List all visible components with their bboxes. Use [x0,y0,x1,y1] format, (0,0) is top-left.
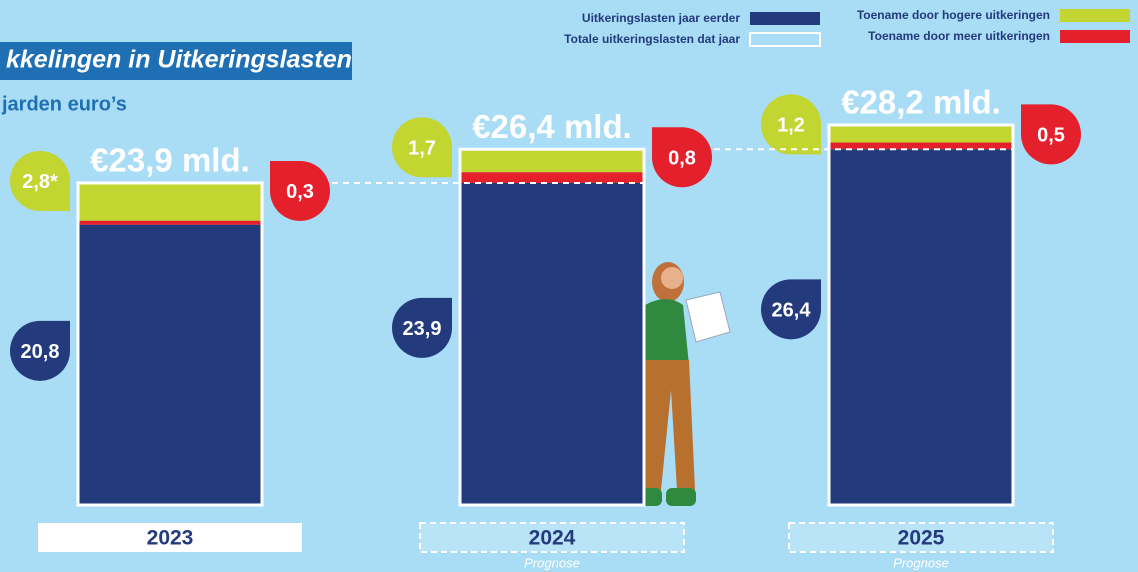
bar-outline [76,181,264,507]
legend-label: Toename door hogere uitkeringen [857,8,1050,22]
total-label: €28,2 mld. [841,84,1001,121]
value-label: 1,2 [777,115,805,137]
bar-segment [460,149,644,173]
value-bubble [270,160,330,221]
value-label: 23,9 [403,318,442,340]
legend-swatch [1060,30,1130,43]
x-tick-label: 2025 [898,527,945,550]
bar-segment [460,182,644,505]
sublabel: Prognose [893,555,949,570]
value-bubble [652,127,712,188]
title-box [0,42,352,80]
bar-segment [460,172,644,183]
legend-swatch [750,12,820,25]
value-label: 0,5 [1037,125,1065,147]
value-bubble [761,279,821,340]
total-label: €26,4 mld. [472,108,632,145]
x-tick-label: 2023 [147,527,194,550]
x-tick-label: 2024 [529,527,576,550]
bar-segment [78,224,262,505]
bar-segment [78,220,262,225]
legend-swatch [1060,9,1130,22]
bar-outline [458,147,646,507]
bar-segment [829,126,1013,143]
value-label: 2,8* [22,171,58,193]
total-label: €23,9 mld. [90,142,250,179]
value-label: 0,8 [668,148,696,170]
sublabel: Prognose [524,555,580,570]
value-bubble [10,150,70,211]
chart-title: kkelingen in Uitkeringslasten [6,46,352,74]
value-label: 26,4 [772,300,812,322]
category-box [419,522,685,553]
bar-segment [829,149,1013,506]
value-label: 1,7 [408,138,436,160]
value-label: 0,3 [286,181,314,203]
value-label: 20,8 [21,341,60,363]
value-bubble [392,117,452,178]
subtitle: jarden euro’s [1,93,127,115]
category-box [788,522,1054,553]
value-bubble [1021,104,1081,165]
bar-outline [827,123,1015,507]
value-bubble [10,320,70,381]
legend-label: Toename door meer uitkeringen [868,29,1050,43]
legend-label: Uitkeringslasten jaar eerder [582,11,740,25]
category-box [38,523,302,552]
illustration [636,262,731,506]
legend-swatch [749,32,821,47]
bar-segment [78,182,262,221]
value-bubble [392,297,452,358]
value-bubble [761,94,821,155]
legend-label: Totale uitkeringslasten dat jaar [564,32,740,46]
bar-segment [829,142,1013,150]
